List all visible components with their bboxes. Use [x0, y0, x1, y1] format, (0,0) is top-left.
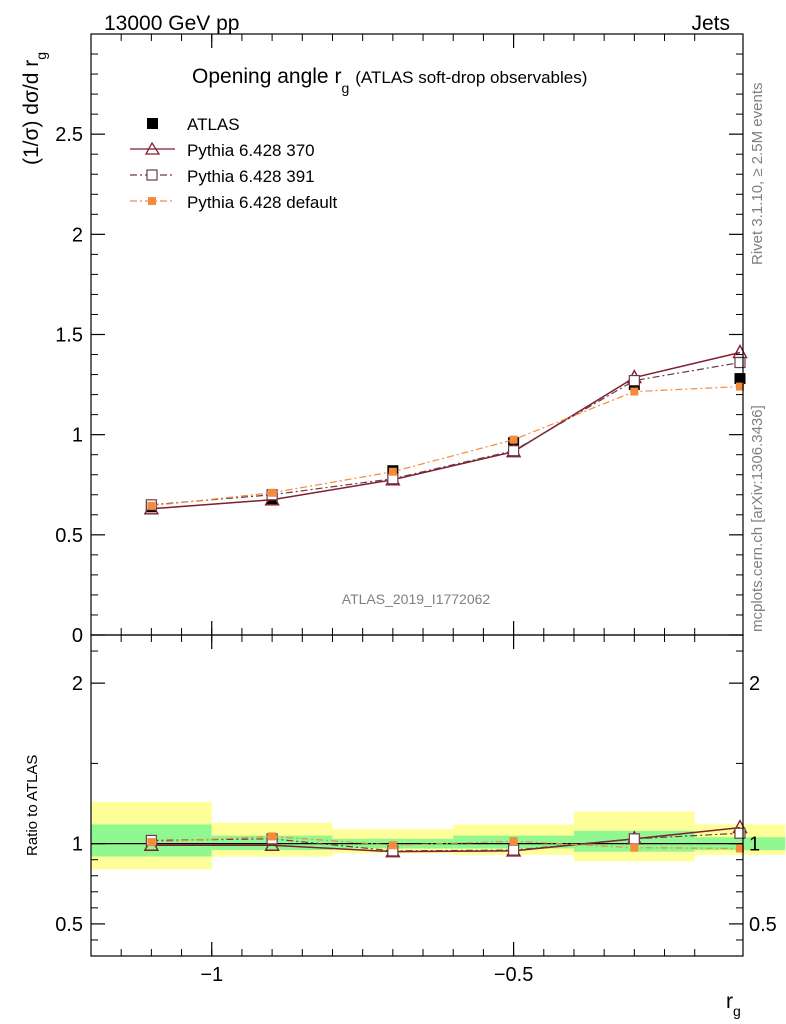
ratio-panel: 0.5 0.5 1 1 2 2 −1 −0.5 [55, 634, 786, 986]
main-panel: 0 0.5 1 1.5 2 2.5 [55, 33, 748, 647]
ratio-point-pdefault-4 [630, 843, 639, 852]
ratio-x-tick-label-1: −0.5 [494, 964, 533, 986]
legend-item-p391: Pythia 6.428 391 [130, 167, 315, 186]
main-point-p391-4 [628, 374, 640, 387]
legend-marker-p391 [146, 169, 158, 181]
legend-item-pdefault: Pythia 6.428 default [130, 193, 338, 212]
legend-marker-p370 [144, 141, 161, 155]
main-y-tick-label-4: 2 [72, 224, 83, 246]
main-y-tick-label-5: 2.5 [55, 124, 83, 146]
ratio-point-p391-3 [507, 844, 520, 856]
main-y-tick-label-3: 1.5 [55, 325, 83, 347]
main-point-data-5 [734, 373, 746, 385]
legend-label-pdefault: Pythia 6.428 default [187, 193, 338, 212]
ratio-y-tick-label-2: 2 [72, 673, 83, 695]
x-axis-label-main: r [726, 990, 733, 1013]
rivet-version-text: Rivet 3.1.10, ≥ 2.5M events [749, 83, 766, 266]
ratio-point-p391-5 [734, 827, 746, 839]
main-series-data [145, 373, 746, 513]
main-point-p391-5 [734, 356, 746, 369]
legend: ATLAS Pythia 6.428 370 Pythia 6.428 391 … [130, 115, 338, 212]
main-point-pdefault-2 [388, 467, 397, 476]
ratio-y-tick-label-right-2: 2 [749, 673, 760, 695]
main-series-p391 [145, 356, 746, 511]
legend-item-p370: Pythia 6.428 370 [130, 141, 315, 160]
ratio-line-p391 [151, 832, 741, 852]
main-line-p370 [151, 351, 741, 510]
main-y-tick-label-2: 1 [72, 425, 83, 447]
ratio-point-pdefault-3 [509, 837, 518, 846]
mcplots-credit-text: mcplots.cern.ch [arXiv:1306.3436] [749, 405, 766, 632]
ratio-point-pdefault-0 [147, 838, 156, 847]
ratio-point-pdefault-1 [268, 832, 277, 841]
ratio-frame [90, 634, 744, 957]
main-y-tick-label-0: 0 [72, 625, 83, 647]
legend-item-atlas: ATLAS [147, 115, 240, 134]
plot-title-extra: (ATLAS soft-drop observables) [355, 68, 587, 87]
header-left: 13000 GeV pp [104, 12, 239, 35]
plot-title: Opening angle rg (ATLAS soft-drop observa… [192, 65, 587, 96]
y-axis-label-main: (1/σ) dσ/d r [20, 60, 43, 165]
ratio-y-axis-label: Ratio to ATLAS [24, 755, 41, 856]
legend-label-p391: Pythia 6.428 391 [187, 167, 315, 186]
ratio-point-p391-4 [628, 833, 640, 845]
ratio-line-p370 [151, 826, 741, 853]
ratio-point-pdefault-5 [735, 844, 744, 853]
main-point-pdefault-3 [509, 435, 518, 444]
main-point-pdefault-5 [735, 382, 744, 391]
main-series-p370 [143, 344, 748, 515]
main-line-pdefault [151, 385, 741, 507]
legend-marker-pdefault [148, 197, 156, 205]
ratio-y-tick-label-right-1: 1 [749, 834, 760, 856]
main-line-p391 [151, 361, 741, 506]
ratio-y-tick-label-right-0: 0.5 [749, 914, 777, 936]
ratio-y-tick-label-1: 1 [72, 834, 83, 856]
analysis-id: ATLAS_2019_I1772062 [342, 591, 491, 607]
y-axis-label: (1/σ) dσ/d rg [20, 52, 49, 165]
legend-label-atlas: ATLAS [187, 115, 240, 134]
legend-label-p370: Pythia 6.428 370 [187, 141, 315, 160]
x-axis-label: rg [726, 990, 741, 1019]
plot-title-main: Opening angle r [192, 65, 341, 88]
header-right: Jets [691, 12, 730, 35]
main-y-tick-label-1: 0.5 [55, 525, 83, 547]
main-series-pdefault [147, 382, 744, 510]
ratio-point-pdefault-2 [388, 841, 397, 850]
main-point-p370-5 [732, 344, 748, 359]
y-axis-label-sub: g [33, 52, 49, 60]
main-point-pdefault-4 [630, 387, 639, 396]
legend-marker-atlas [147, 118, 158, 129]
ratio-y-tick-label-0: 0.5 [55, 914, 83, 936]
main-point-pdefault-1 [268, 488, 277, 497]
main-point-pdefault-0 [147, 501, 156, 510]
main-point-p391-3 [507, 445, 520, 457]
x-axis-label-sub: g [733, 1003, 741, 1019]
ratio-series-pdefault [147, 832, 744, 853]
ratio-x-tick-label-0: −1 [200, 964, 223, 986]
plot-title-sub: g [341, 80, 349, 96]
ratio-line-pdefault [151, 835, 740, 850]
